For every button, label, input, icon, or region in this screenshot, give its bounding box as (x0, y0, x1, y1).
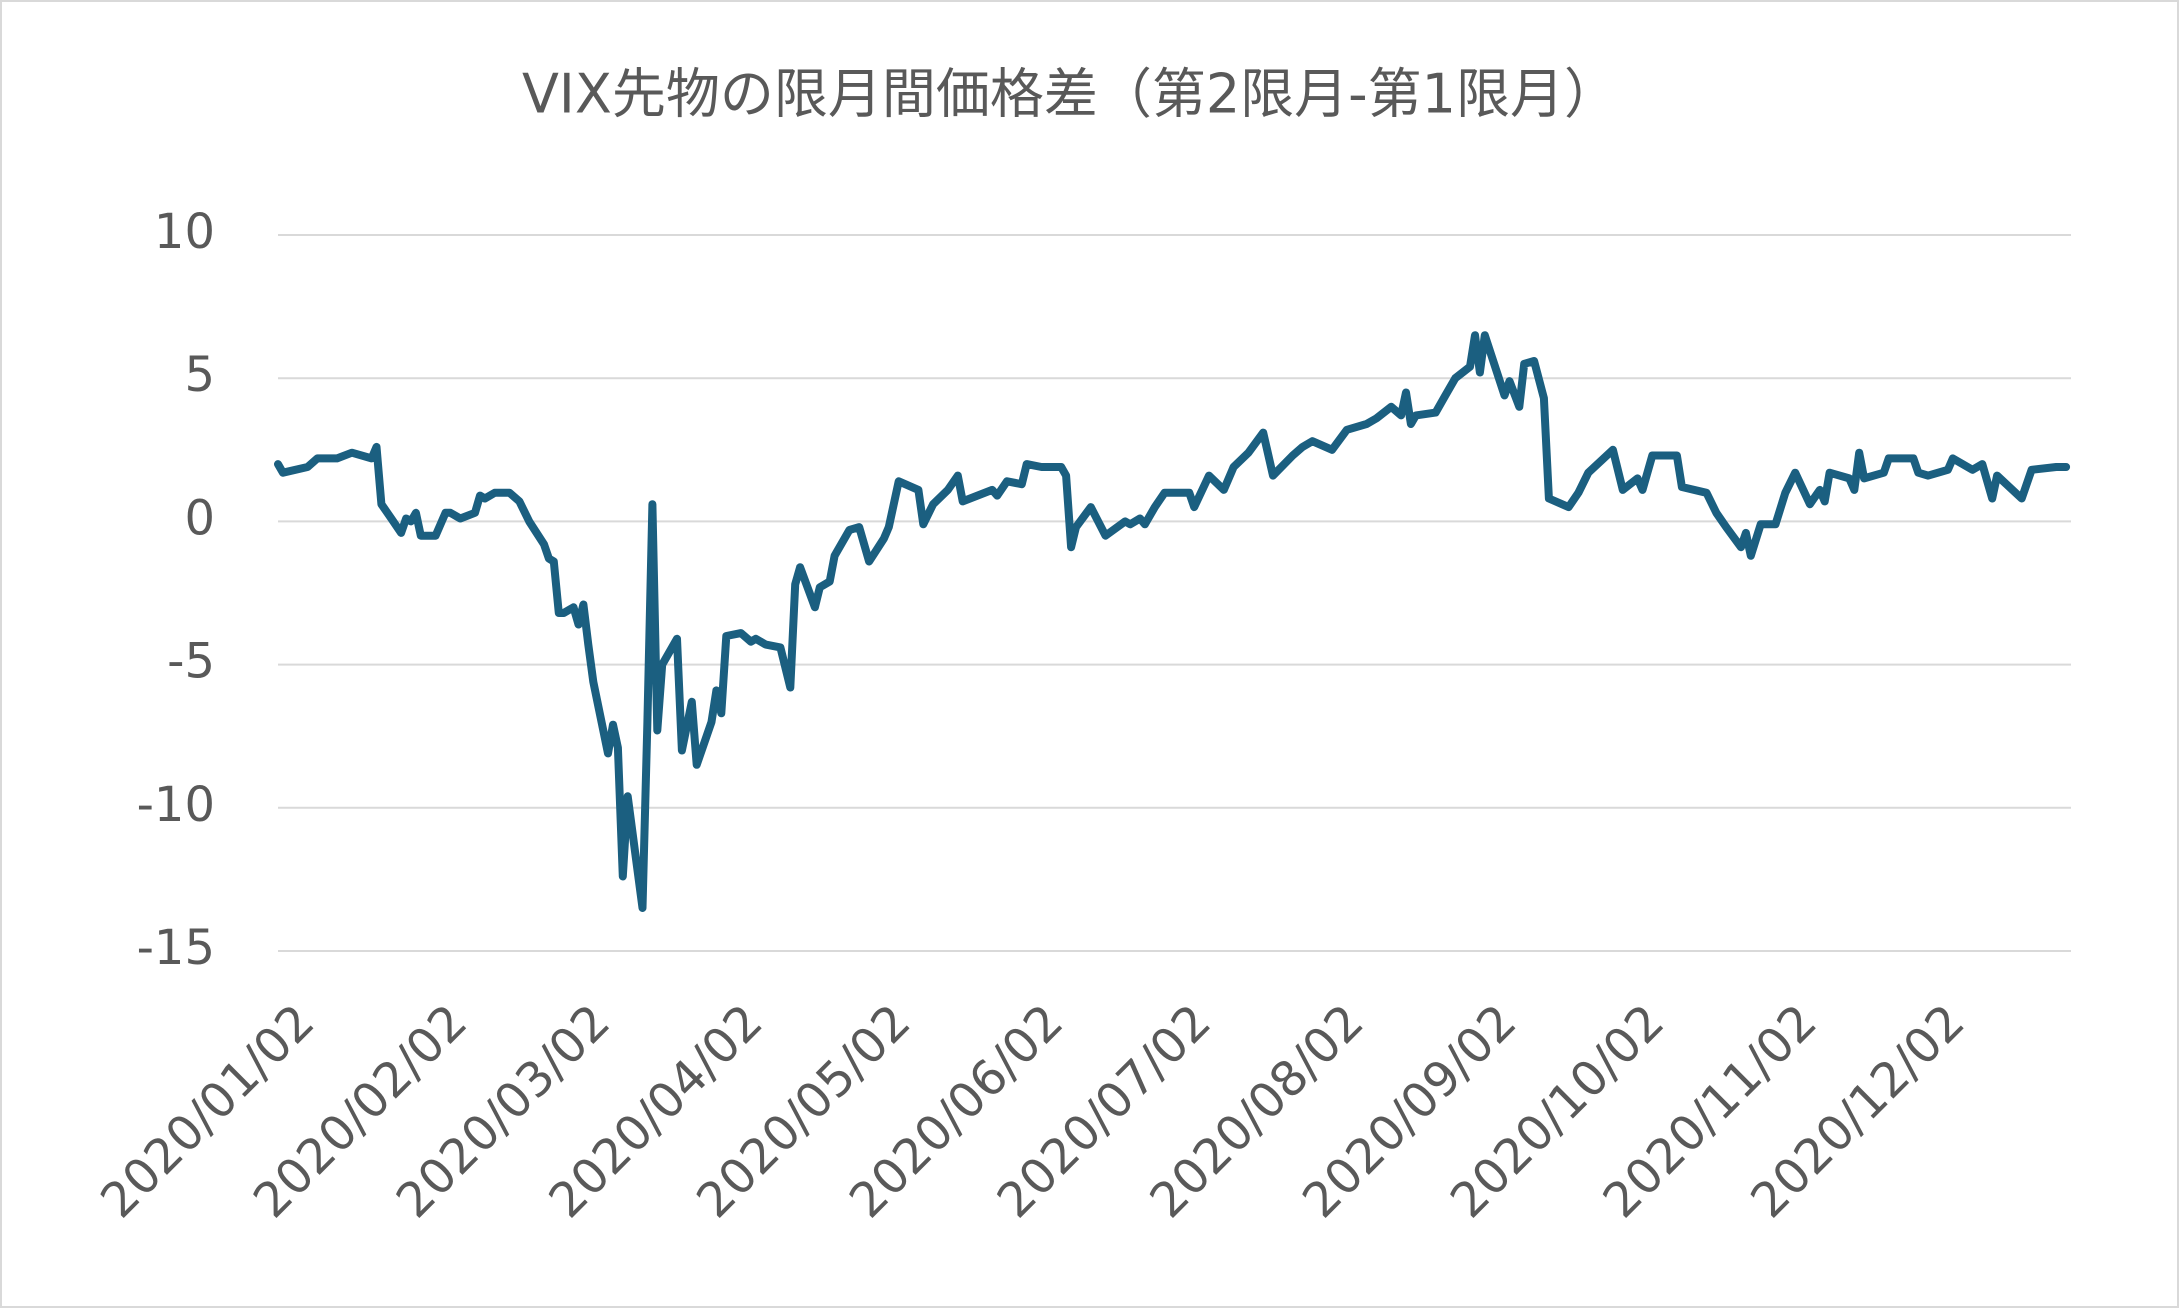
y-tick-label: -10 (137, 777, 215, 833)
y-tick-label: -5 (167, 634, 215, 690)
y-tick-label: 0 (184, 490, 215, 546)
y-tick-label: -15 (137, 920, 215, 976)
y-tick-label: 10 (154, 204, 215, 260)
y-tick-label: 5 (184, 347, 215, 403)
data-line (274, 331, 2071, 912)
chart-title: VIX先物の限月間価格差（第2限月-第1限月） (522, 63, 1618, 126)
